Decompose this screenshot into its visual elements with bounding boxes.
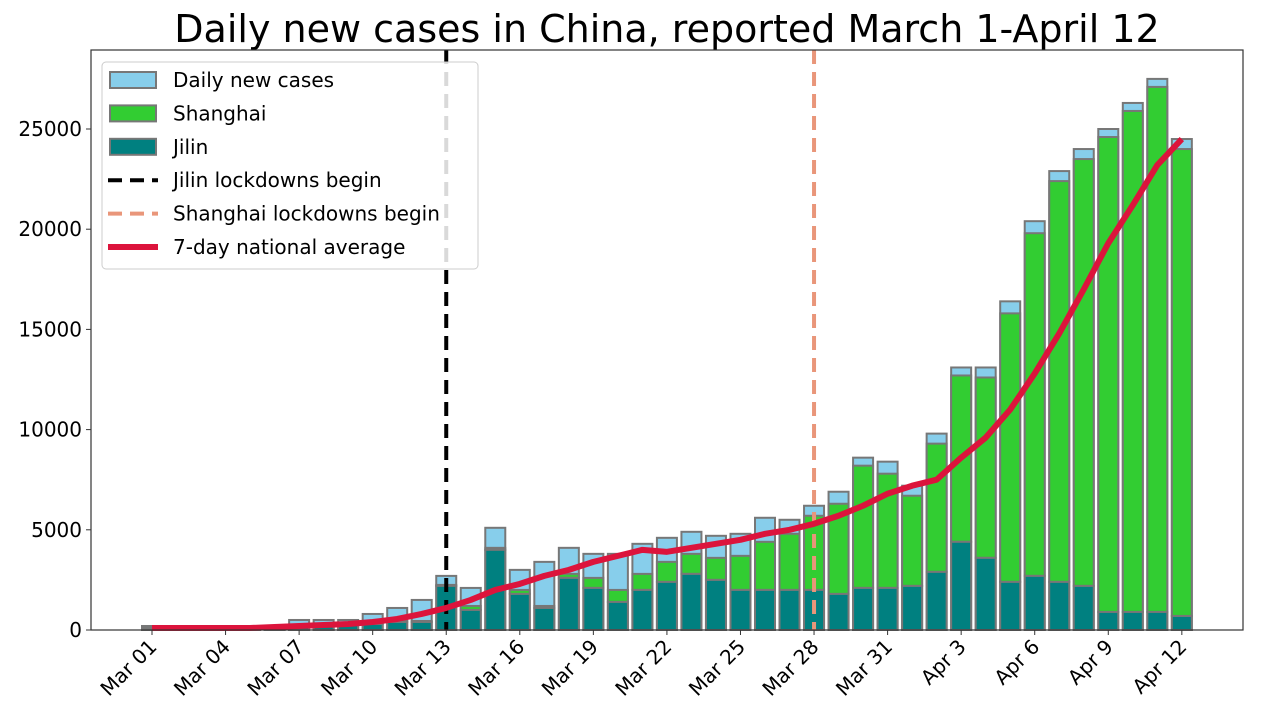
x-tick-label: Mar 31 <box>831 635 897 701</box>
legend-label: Jilin lockdowns begin <box>171 168 382 192</box>
bar-jilin <box>755 590 775 630</box>
bar-jilin <box>730 590 750 630</box>
legend-swatch <box>110 105 156 121</box>
bar-jilin <box>461 610 481 630</box>
bar-jilin <box>681 574 701 630</box>
bar-jilin <box>657 582 677 630</box>
bar-shanghai <box>976 377 996 557</box>
y-tick-label: 25000 <box>18 117 82 141</box>
x-tick-label: Apr 6 <box>989 635 1044 690</box>
bar-jilin <box>1074 586 1094 630</box>
bar-shanghai <box>681 554 701 574</box>
bar-jilin <box>1147 612 1167 630</box>
x-tick-label: Mar 25 <box>684 635 750 701</box>
bar-jilin <box>387 622 407 630</box>
bar-shanghai <box>1074 159 1094 586</box>
bar-shanghai <box>706 558 726 580</box>
bar-shanghai <box>927 444 947 572</box>
bar-jilin <box>829 594 849 630</box>
bar-shanghai <box>1025 233 1045 576</box>
bar-jilin <box>1049 582 1069 630</box>
bar-jilin <box>1172 616 1192 630</box>
bar-shanghai <box>1049 181 1069 582</box>
bar-shanghai <box>1172 149 1192 616</box>
bar-shanghai <box>780 534 800 590</box>
bar-shanghai <box>657 562 677 582</box>
bar-shanghai <box>632 574 652 590</box>
x-tick-label: Mar 22 <box>610 635 676 701</box>
bar-jilin <box>534 608 554 630</box>
bar-jilin <box>632 590 652 630</box>
bar-jilin <box>878 588 898 630</box>
x-tick-label: Apr 3 <box>916 635 971 690</box>
bar-shanghai <box>1123 111 1143 612</box>
y-tick-label: 20000 <box>18 217 82 241</box>
y-tick-label: 10000 <box>18 418 82 442</box>
bar-jilin <box>951 542 971 630</box>
bar-jilin <box>902 586 922 630</box>
legend-label: Shanghai lockdowns begin <box>173 202 440 226</box>
bar-jilin <box>1098 612 1118 630</box>
y-tick-label: 0 <box>69 618 82 642</box>
bar-shanghai <box>608 590 628 602</box>
bar-jilin <box>1000 582 1020 630</box>
bar-jilin <box>608 602 628 630</box>
y-axis: 0 5000 10000 15000 20000 25000 <box>18 117 91 642</box>
bar-jilin <box>976 558 996 630</box>
bar-shanghai <box>1098 137 1118 612</box>
bar-jilin <box>583 588 603 630</box>
chart-title: Daily new cases in China, reported March… <box>174 7 1159 51</box>
bar-jilin <box>1025 576 1045 630</box>
y-tick-label: 5000 <box>31 518 82 542</box>
bar-shanghai <box>1000 313 1020 582</box>
bar-jilin <box>780 590 800 630</box>
bar-shanghai <box>902 496 922 586</box>
bar-jilin <box>927 572 947 630</box>
legend-label: 7-day national average <box>173 235 405 259</box>
x-tick-label: Mar 07 <box>243 635 309 701</box>
x-tick-label: Mar 13 <box>390 635 456 701</box>
y-tick-label: 15000 <box>18 317 82 341</box>
legend-swatch <box>110 72 156 88</box>
legend-label: Shanghai <box>173 101 267 125</box>
x-tick-label: Mar 10 <box>316 635 382 701</box>
x-tick-label: Apr 12 <box>1127 635 1191 699</box>
x-tick-label: Mar 19 <box>537 635 603 701</box>
bar-jilin <box>1123 612 1143 630</box>
x-tick-label: Apr 9 <box>1063 635 1118 690</box>
bar-shanghai <box>755 542 775 590</box>
legend-label: Daily new cases <box>173 68 334 92</box>
x-tick-label: Mar 16 <box>463 635 529 701</box>
x-tick-label: Mar 04 <box>169 635 235 701</box>
legend-label: Jilin <box>171 135 208 159</box>
x-tick-label: Mar 01 <box>95 635 161 701</box>
bar-jilin <box>559 578 579 630</box>
x-tick-label: Mar 28 <box>757 635 823 701</box>
legend-swatch <box>110 139 156 155</box>
bar-jilin <box>706 580 726 630</box>
legend: Daily new cases Shanghai Jilin Jilin lockdo… <box>102 62 478 269</box>
bar-shanghai <box>730 556 750 590</box>
bar-jilin <box>510 594 530 630</box>
bar-jilin <box>853 588 873 630</box>
bar-shanghai <box>583 578 603 588</box>
bar-jilin <box>412 622 432 630</box>
bar-shanghai <box>853 466 873 588</box>
